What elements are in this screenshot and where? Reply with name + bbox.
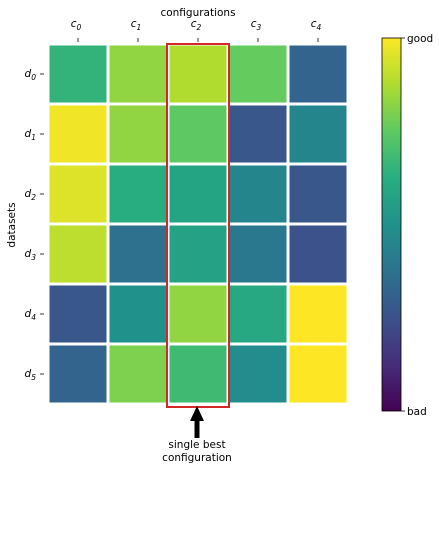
- colorbar-label-bad: bad: [407, 406, 427, 418]
- heatmap-cell: [49, 345, 107, 403]
- heatmap-cell: [109, 285, 167, 343]
- colorbar: good bad: [381, 33, 433, 418]
- y-tick-label: d1: [25, 128, 36, 142]
- heatmap-cell: [169, 45, 227, 103]
- heatmap-cell: [229, 345, 287, 403]
- annotation-text-line1: single best: [168, 439, 225, 451]
- heatmap-cell: [229, 105, 287, 163]
- heatmap-cell: [229, 285, 287, 343]
- y-axis-title: datasets: [6, 202, 18, 247]
- heatmap-cell: [49, 165, 107, 223]
- x-tick-label: c4: [311, 18, 322, 32]
- y-tick-labels: d0 d1 d2 d3 d4 d5: [25, 68, 44, 382]
- up-arrow-icon: [190, 406, 204, 438]
- heatmap-cell: [109, 345, 167, 403]
- heatmap-cell: [289, 285, 347, 343]
- heatmap-cell: [289, 45, 347, 103]
- heatmap-cell: [289, 345, 347, 403]
- heatmap-cell: [49, 45, 107, 103]
- x-tick-label: c0: [71, 18, 82, 32]
- y-tick-label: d5: [25, 368, 37, 382]
- heatmap-cell: [169, 285, 227, 343]
- heatmap-cell: [289, 225, 347, 283]
- heatmap-cell: [109, 105, 167, 163]
- heatmap-cell: [229, 165, 287, 223]
- colorbar-label-good: good: [407, 33, 433, 45]
- heatmap-cell: [229, 225, 287, 283]
- y-tick-label: d4: [25, 308, 37, 322]
- heatmap-cell: [109, 225, 167, 283]
- heatmap-cell: [229, 45, 287, 103]
- colorbar-gradient: [381, 37, 402, 412]
- x-axis-title: configurations: [160, 7, 235, 19]
- heatmap-cell: [49, 285, 107, 343]
- y-tick-label: d3: [25, 248, 37, 262]
- x-tick-label: c1: [131, 18, 142, 32]
- heatmap-cell: [169, 225, 227, 283]
- heatmap-cell: [169, 105, 227, 163]
- x-tick-label: c3: [251, 18, 262, 32]
- heatmap-cell: [289, 105, 347, 163]
- heatmap-cell: [289, 165, 347, 223]
- y-tick-label: d0: [25, 68, 37, 82]
- heatmap-cell: [49, 105, 107, 163]
- annotation-arrow: [190, 406, 204, 438]
- heatmap-cells: [49, 45, 347, 403]
- heatmap-cell: [49, 225, 107, 283]
- heatmap-cell: [169, 345, 227, 403]
- heatmap-cell: [109, 45, 167, 103]
- heatmap-cell: [169, 165, 227, 223]
- heatmap-cell: [109, 165, 167, 223]
- y-tick-label: d2: [25, 188, 37, 202]
- highlight-box: [166, 43, 230, 408]
- annotation-text-line2: configuration: [162, 452, 232, 464]
- x-tick-label: c2: [191, 18, 202, 32]
- best-column-highlight: [166, 43, 230, 408]
- x-tick-labels: c0 c1 c2 c3 c4: [71, 18, 322, 42]
